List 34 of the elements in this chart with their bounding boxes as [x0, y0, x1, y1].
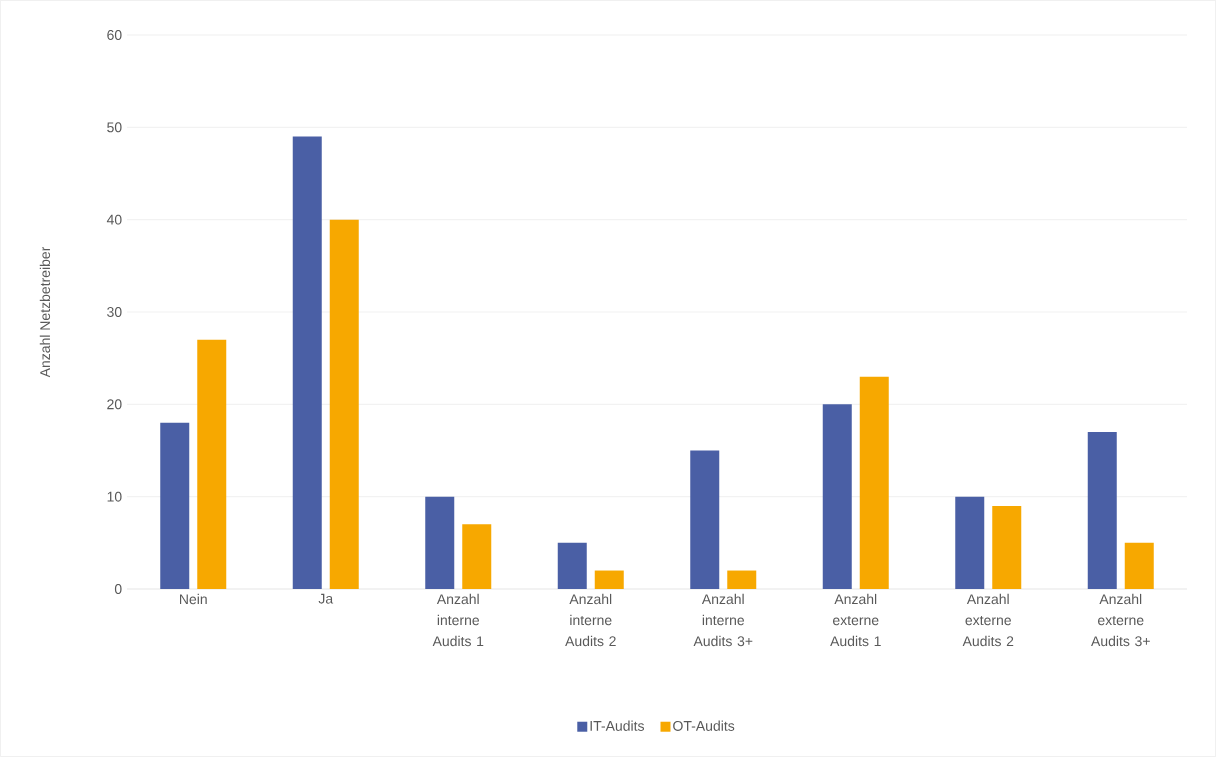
x-tick-label: Anzahl externe Audits 3+	[1091, 593, 1150, 647]
y-tick-label: 10	[107, 491, 122, 502]
bar	[727, 570, 757, 589]
bar	[557, 542, 587, 589]
bar	[329, 219, 359, 589]
legend-label: OT-Audits	[673, 720, 735, 731]
y-tick-label: 50	[107, 122, 122, 133]
y-axis-title: Anzahl Netzbetreiber	[39, 246, 51, 378]
bar	[859, 376, 889, 589]
bar	[425, 496, 455, 589]
bar	[160, 422, 190, 589]
bar	[992, 505, 1022, 589]
y-tick-label: 60	[107, 30, 122, 40]
x-tick-label: Ja	[318, 593, 334, 604]
bar	[197, 339, 227, 589]
legend-label: IT-Audits	[590, 720, 645, 731]
bar	[1124, 542, 1154, 589]
bar	[594, 570, 624, 589]
bar	[955, 496, 985, 589]
y-tick-label: 30	[107, 307, 122, 317]
bar	[690, 450, 720, 589]
x-tick-label: Anzahl interne Audits 1	[432, 593, 484, 647]
bar	[292, 136, 322, 589]
y-tick-label: 0	[114, 584, 122, 594]
x-tick-label: Nein	[180, 593, 207, 605]
bar	[1087, 432, 1117, 589]
x-tick-label: Anzahl interne Audits 3+	[693, 593, 753, 647]
bar	[462, 524, 492, 589]
x-tick-label: Anzahl interne Audits 2	[565, 593, 616, 647]
bar	[822, 404, 852, 589]
y-tick-label: 40	[106, 214, 122, 225]
y-tick-label: 20	[107, 399, 122, 410]
x-tick-label: Anzahl externe Audits 1	[830, 593, 881, 647]
x-tick-label: Anzahl externe Audits 2	[962, 593, 1014, 647]
